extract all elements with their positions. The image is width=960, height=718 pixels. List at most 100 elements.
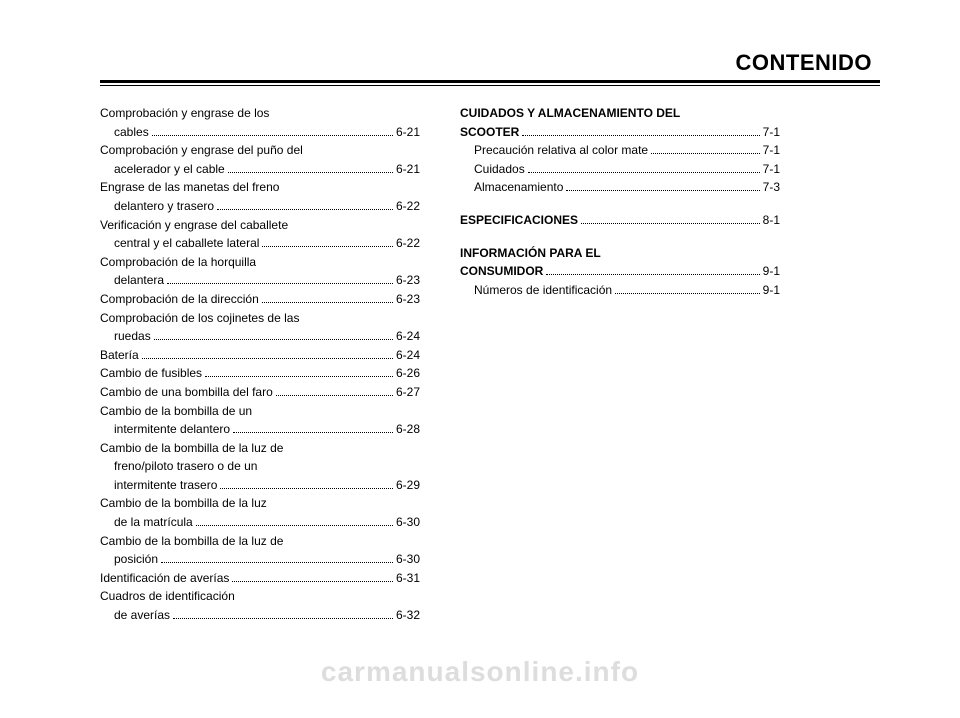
toc-text: Comprobación de los cojinetes de las xyxy=(100,309,299,328)
toc-text: de averías xyxy=(114,606,170,625)
toc-line: Cambio de la bombilla de la luz de xyxy=(100,439,420,458)
toc-page: 7-3 xyxy=(763,178,780,197)
toc-line: Cambio de la bombilla de un xyxy=(100,402,420,421)
toc-text: Engrase de las manetas del freno xyxy=(100,178,279,197)
toc-column-right: CUIDADOS Y ALMACENAMIENTO DELSCOOTER7-1P… xyxy=(460,104,780,625)
toc-dots xyxy=(154,339,393,340)
toc-page: 6-28 xyxy=(396,420,420,439)
toc-dots xyxy=(566,190,759,191)
toc-text: Cuadros de identificación xyxy=(100,587,235,606)
toc-dots xyxy=(262,246,393,247)
toc-page: 6-22 xyxy=(396,234,420,253)
toc-page: 6-21 xyxy=(396,160,420,179)
toc-dots xyxy=(173,618,393,619)
toc-text: freno/piloto trasero o de un xyxy=(114,457,257,476)
toc-page: 6-31 xyxy=(396,569,420,588)
toc-line: delantero y trasero6-22 xyxy=(100,197,420,216)
toc-page: 6-32 xyxy=(396,606,420,625)
toc-dots xyxy=(262,302,393,303)
toc-text: Precaución relativa al color mate xyxy=(474,141,648,160)
toc-page: 6-29 xyxy=(396,476,420,495)
toc-text: Comprobación de la horquilla xyxy=(100,253,256,272)
toc-line: Cambio de la bombilla de la luz xyxy=(100,494,420,513)
header-rule-thin xyxy=(100,85,880,86)
toc-dots xyxy=(581,223,760,224)
toc-line: Cuadros de identificación xyxy=(100,587,420,606)
toc-line: cables6-21 xyxy=(100,123,420,142)
toc-text: acelerador y el cable xyxy=(114,160,225,179)
toc-page: 6-23 xyxy=(396,271,420,290)
toc-dots xyxy=(205,376,393,377)
toc-dots xyxy=(196,525,393,526)
toc-text: intermitente trasero xyxy=(114,476,217,495)
toc-text: posición xyxy=(114,550,158,569)
toc-line: delantera 6-23 xyxy=(100,271,420,290)
toc-text: intermitente delantero xyxy=(114,420,230,439)
toc-line: Batería 6-24 xyxy=(100,346,420,365)
toc-text: INFORMACIÓN PARA EL xyxy=(460,244,601,263)
toc-text: Cambio de una bombilla del faro xyxy=(100,383,273,402)
toc-text: Cambio de la bombilla de la luz de xyxy=(100,532,283,551)
toc-line: de la matrícula6-30 xyxy=(100,513,420,532)
toc-line: Precaución relativa al color mate 7-1 xyxy=(460,141,780,160)
toc-dots xyxy=(276,395,393,396)
toc-line: Cambio de fusibles6-26 xyxy=(100,364,420,383)
page-title: CONTENIDO xyxy=(100,50,880,76)
toc-page: 6-24 xyxy=(396,346,420,365)
toc-line: central y el caballete lateral 6-22 xyxy=(100,234,420,253)
toc-page: 9-1 xyxy=(763,262,780,281)
toc-text: central y el caballete lateral xyxy=(114,234,259,253)
toc-page: 7-1 xyxy=(763,123,780,142)
toc-line: Comprobación y engrase de los xyxy=(100,104,420,123)
toc-spacer xyxy=(460,230,780,244)
toc-text: Batería xyxy=(100,346,139,365)
toc-line: acelerador y el cable 6-21 xyxy=(100,160,420,179)
toc-dots xyxy=(232,581,393,582)
toc-line: Comprobación de la dirección6-23 xyxy=(100,290,420,309)
toc-line: INFORMACIÓN PARA EL xyxy=(460,244,780,263)
header-rule-thick xyxy=(100,80,880,83)
toc-page: 7-1 xyxy=(763,141,780,160)
toc-line: CONSUMIDOR 9-1 xyxy=(460,262,780,281)
toc-page: 7-1 xyxy=(763,160,780,179)
toc-page: 6-30 xyxy=(396,550,420,569)
toc-text: CONSUMIDOR xyxy=(460,262,543,281)
toc-dots xyxy=(167,283,393,284)
toc-dots xyxy=(228,172,393,173)
toc-text: ruedas xyxy=(114,327,151,346)
toc-line: Verificación y engrase del caballete xyxy=(100,216,420,235)
toc-dots xyxy=(152,135,393,136)
toc-line: intermitente trasero 6-29 xyxy=(100,476,420,495)
toc-page: 6-30 xyxy=(396,513,420,532)
toc-line: ESPECIFICACIONES 8-1 xyxy=(460,211,780,230)
toc-dots xyxy=(546,274,759,275)
toc-line: CUIDADOS Y ALMACENAMIENTO DEL xyxy=(460,104,780,123)
toc-page: 6-27 xyxy=(396,383,420,402)
toc-text: Números de identificación xyxy=(474,281,612,300)
toc-text: Comprobación y engrase del puño del xyxy=(100,141,303,160)
toc-text: ESPECIFICACIONES xyxy=(460,211,578,230)
toc-line: Cambio de la bombilla de la luz de xyxy=(100,532,420,551)
toc-text: Cambio de la bombilla de la luz xyxy=(100,494,267,513)
toc-line: Comprobación de la horquilla xyxy=(100,253,420,272)
toc-text: CUIDADOS Y ALMACENAMIENTO DEL xyxy=(460,104,680,123)
toc-page: 6-21 xyxy=(396,123,420,142)
toc-line: Engrase de las manetas del freno xyxy=(100,178,420,197)
toc-line: Comprobación de los cojinetes de las xyxy=(100,309,420,328)
toc-line: Comprobación y engrase del puño del xyxy=(100,141,420,160)
toc-dots xyxy=(615,293,760,294)
toc-text: Verificación y engrase del caballete xyxy=(100,216,288,235)
toc-text: delantero y trasero xyxy=(114,197,214,216)
toc-dots xyxy=(233,432,393,433)
toc-dots xyxy=(217,209,393,210)
toc-page: 6-24 xyxy=(396,327,420,346)
toc-page: 8-1 xyxy=(763,211,780,230)
toc-dots xyxy=(142,358,393,359)
toc-text: Cambio de la bombilla de la luz de xyxy=(100,439,283,458)
toc-line: Identificación de averías6-31 xyxy=(100,569,420,588)
toc-text: Comprobación y engrase de los xyxy=(100,104,269,123)
toc-text: SCOOTER xyxy=(460,123,519,142)
toc-columns: Comprobación y engrase de loscables6-21C… xyxy=(100,104,880,625)
toc-text: Cuidados xyxy=(474,160,525,179)
toc-text: delantera xyxy=(114,271,164,290)
